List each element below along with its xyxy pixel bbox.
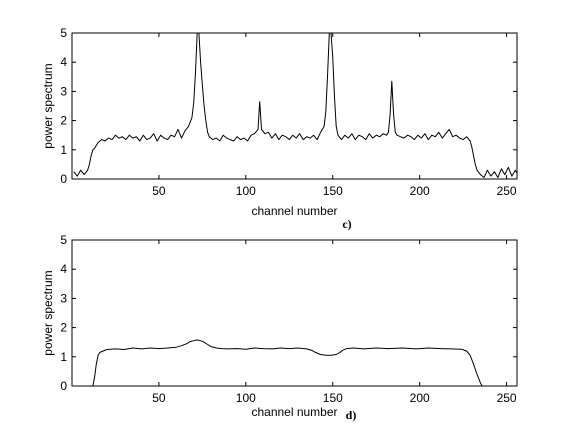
y-tick-labels-d: 0 1 2 3 4 5 bbox=[60, 233, 67, 393]
panel-caption-c: c) bbox=[342, 217, 351, 231]
y-tick-label: 3 bbox=[60, 291, 67, 305]
ticks-c bbox=[72, 32, 517, 180]
y-tick-label: 2 bbox=[60, 321, 67, 335]
x-tick-label: 200 bbox=[410, 184, 430, 198]
y-tick-label: 2 bbox=[60, 114, 67, 128]
panel-d: 50 100 150 200 250 0 1 2 3 4 5 channel n… bbox=[41, 233, 518, 422]
y-axis-label-c: power spectrum bbox=[41, 63, 55, 148]
x-tick-label: 150 bbox=[323, 184, 343, 198]
plot-frame-c bbox=[71, 32, 518, 180]
panel-caption-d: d) bbox=[346, 408, 357, 422]
x-tick-label: 50 bbox=[152, 391, 166, 405]
x-tick-label: 100 bbox=[236, 184, 256, 198]
y-tick-label: 1 bbox=[60, 143, 67, 157]
x-tick-label: 200 bbox=[410, 391, 430, 405]
y-tick-labels-c: 0 1 2 3 4 5 bbox=[60, 26, 67, 186]
x-tick-label: 100 bbox=[236, 391, 256, 405]
y-tick-label: 4 bbox=[60, 55, 67, 69]
x-tick-label: 150 bbox=[323, 391, 343, 405]
spectrum-line-d bbox=[92, 339, 483, 387]
y-tick-label: 3 bbox=[60, 84, 67, 98]
y-tick-label: 1 bbox=[60, 350, 67, 364]
x-axis-label-c: channel number bbox=[251, 204, 337, 218]
x-tick-label: 50 bbox=[152, 184, 166, 198]
plot-frame-d bbox=[71, 239, 518, 387]
panel-c: 50 100 150 200 250 0 1 2 3 4 5 channel n… bbox=[41, 26, 518, 231]
x-tick-label: 250 bbox=[497, 184, 517, 198]
y-tick-label: 5 bbox=[60, 26, 67, 40]
ticks-d bbox=[72, 239, 517, 387]
y-tick-label: 5 bbox=[60, 233, 67, 247]
y-tick-label: 0 bbox=[60, 379, 67, 393]
y-tick-label: 4 bbox=[60, 262, 67, 276]
x-tick-label: 250 bbox=[497, 391, 517, 405]
spectrum-line-c bbox=[73, 32, 518, 178]
y-tick-label: 0 bbox=[60, 172, 67, 186]
x-axis-label-d: channel number bbox=[251, 405, 337, 419]
y-axis-label-d: power spectrum bbox=[41, 270, 55, 355]
x-tick-labels-d: 50 100 150 200 250 bbox=[152, 391, 517, 405]
x-tick-labels-c: 50 100 150 200 250 bbox=[152, 184, 517, 198]
